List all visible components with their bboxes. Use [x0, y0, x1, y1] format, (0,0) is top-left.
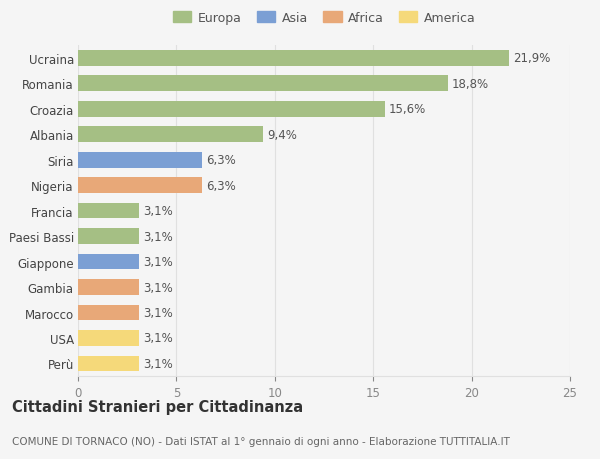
Bar: [78, 305, 139, 321]
Bar: [78, 101, 385, 118]
Bar: [78, 127, 263, 143]
Text: 3,1%: 3,1%: [143, 230, 173, 243]
Text: 18,8%: 18,8%: [452, 78, 489, 90]
Text: 15,6%: 15,6%: [389, 103, 426, 116]
Bar: [78, 254, 139, 270]
Text: 3,1%: 3,1%: [143, 306, 173, 319]
Text: 3,1%: 3,1%: [143, 357, 173, 370]
Text: 6,3%: 6,3%: [206, 179, 236, 192]
Text: Cittadini Stranieri per Cittadinanza: Cittadini Stranieri per Cittadinanza: [12, 399, 303, 414]
Bar: [78, 203, 139, 219]
Bar: [78, 229, 139, 245]
Text: 3,1%: 3,1%: [143, 205, 173, 218]
Bar: [78, 178, 202, 194]
Bar: [78, 330, 139, 346]
Bar: [78, 152, 202, 168]
Text: COMUNE DI TORNACO (NO) - Dati ISTAT al 1° gennaio di ogni anno - Elaborazione TU: COMUNE DI TORNACO (NO) - Dati ISTAT al 1…: [12, 436, 510, 446]
Text: 9,4%: 9,4%: [267, 129, 297, 141]
Bar: [78, 76, 448, 92]
Text: 6,3%: 6,3%: [206, 154, 236, 167]
Bar: [78, 51, 509, 67]
Legend: Europa, Asia, Africa, America: Europa, Asia, Africa, America: [170, 9, 478, 27]
Text: 3,1%: 3,1%: [143, 332, 173, 345]
Text: 3,1%: 3,1%: [143, 281, 173, 294]
Text: 21,9%: 21,9%: [513, 52, 550, 65]
Text: 3,1%: 3,1%: [143, 256, 173, 269]
Bar: [78, 280, 139, 295]
Bar: [78, 356, 139, 371]
